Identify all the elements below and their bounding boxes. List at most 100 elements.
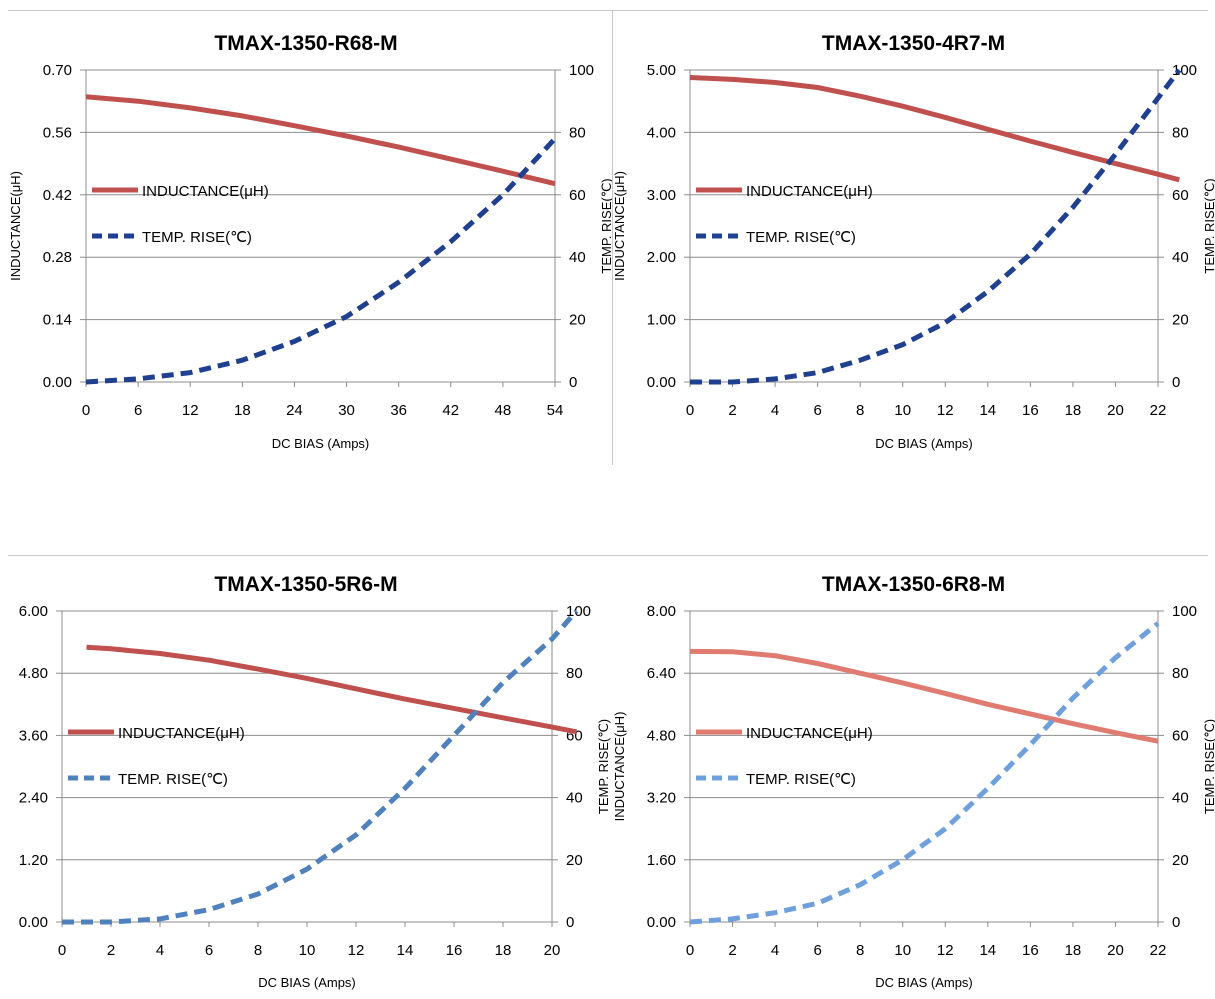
frame-line-mid — [8, 555, 1208, 556]
y-tick-label: 3.60 — [19, 727, 48, 744]
y2-tick-label: 0 — [566, 914, 574, 931]
legend-label: TEMP. RISE(℃) — [746, 229, 856, 246]
x-tick-label: 6 — [134, 402, 142, 419]
x-tick-label: 10 — [894, 402, 911, 419]
x-tick-label: 0 — [686, 402, 694, 419]
chart-panel-6r8: TMAX-1350-6R8-M 0.00 0 1.60 20 3.20 40 4.80 60 6.… — [612, 545, 1215, 999]
x-tick-label: 16 — [446, 942, 463, 959]
temp-rise-line — [85, 136, 557, 385]
x-tick-label: 4 — [771, 942, 779, 959]
y2-tick-label: 0 — [1172, 374, 1180, 391]
y2-tick-label: 40 — [566, 790, 583, 807]
y-tick-label: 0.00 — [647, 374, 676, 391]
y2-tick-label: 80 — [569, 124, 586, 141]
x-tick-label: 0 — [58, 942, 66, 959]
y2-tick-label: 100 — [566, 603, 591, 620]
y2-axis-label: TEMP. RISE(℃) — [599, 178, 612, 273]
y-tick-label: 4.80 — [647, 727, 676, 744]
y-tick-label: 1.20 — [19, 852, 48, 869]
x-tick-label: 18 — [1065, 942, 1082, 959]
y2-tick-label: 100 — [1172, 603, 1197, 620]
temp-rise-line — [690, 68, 1182, 385]
legend-label: INDUCTANCE(μH) — [746, 183, 873, 200]
y2-axis-label: TEMP. RISE(℃) — [1202, 719, 1215, 814]
x-tick-label: 8 — [856, 402, 864, 419]
y2-tick-label: 20 — [569, 312, 586, 329]
chart-title: TMAX-1350-6R8-M — [822, 573, 1005, 596]
x-tick-label: 2 — [107, 942, 115, 959]
y2-tick-label: 20 — [1172, 852, 1189, 869]
y-axis-label: INDUCTANCE(μH) — [8, 171, 23, 281]
y2-axis-label: TEMP. RISE(℃) — [1202, 178, 1215, 273]
legend-label: TEMP. RISE(℃) — [118, 771, 228, 788]
y-tick-label: 1.00 — [647, 312, 676, 329]
x-tick-label: 18 — [1065, 402, 1082, 419]
legend-label: INDUCTANCE(μH) — [746, 725, 873, 742]
x-tick-label: 4 — [771, 402, 779, 419]
chart-title: TMAX-1350-5R6-M — [214, 573, 397, 596]
x-tick-label: 0 — [82, 402, 90, 419]
x-tick-label: 14 — [979, 402, 996, 419]
y2-tick-label: 40 — [1172, 249, 1189, 266]
temp-rise-line — [689, 621, 1160, 925]
y-tick-label: 2.40 — [19, 790, 48, 807]
x-tick-label: 10 — [299, 942, 316, 959]
x-tick-label: 14 — [979, 942, 996, 959]
y-tick-label: 8.00 — [647, 603, 676, 620]
x-tick-label: 12 — [182, 402, 199, 419]
frame-line-top — [8, 10, 1208, 11]
x-axis-label: DC BIAS (Amps) — [258, 975, 356, 990]
y2-tick-label: 100 — [1172, 62, 1197, 79]
chart-title: TMAX-1350-4R7-M — [822, 32, 1005, 55]
y-tick-label: 5.00 — [647, 62, 676, 79]
y-tick-label: 4.00 — [647, 124, 676, 141]
chart-title: TMAX-1350-R68-M — [214, 32, 397, 55]
y-axis-label: INDUCTANCE(μH) — [612, 171, 627, 281]
y-tick-label: 0.28 — [43, 249, 72, 266]
y-tick-label: 0.00 — [19, 914, 48, 931]
legend-label: INDUCTANCE(μH) — [118, 725, 245, 742]
x-tick-label: 54 — [547, 402, 564, 419]
x-tick-label: 2 — [728, 402, 736, 419]
y-tick-label: 0.70 — [43, 62, 72, 79]
x-tick-label: 6 — [813, 402, 821, 419]
x-tick-label: 10 — [894, 942, 911, 959]
x-axis-label: DC BIAS (Amps) — [875, 975, 973, 990]
x-tick-label: 12 — [937, 942, 954, 959]
inductance-line — [689, 648, 1159, 744]
y2-tick-label: 0 — [1172, 914, 1180, 931]
y-tick-label: 0.56 — [43, 124, 72, 141]
y-tick-label: 0.42 — [43, 187, 72, 204]
x-tick-label: 48 — [495, 402, 512, 419]
y-tick-label: 3.20 — [647, 790, 676, 807]
x-tick-label: 12 — [348, 942, 365, 959]
y2-tick-label: 40 — [1172, 790, 1189, 807]
y2-axis-label: TEMP. RISE(℃) — [596, 719, 611, 814]
x-tick-label: 8 — [856, 942, 864, 959]
y-tick-label: 3.00 — [647, 187, 676, 204]
legend-label: TEMP. RISE(℃) — [746, 771, 856, 788]
legend-label: TEMP. RISE(℃) — [142, 229, 252, 246]
x-tick-label: 30 — [338, 402, 355, 419]
panel-divider — [612, 10, 613, 465]
x-tick-label: 6 — [205, 942, 213, 959]
y-tick-label: 4.80 — [19, 665, 48, 682]
x-tick-label: 24 — [286, 402, 303, 419]
x-tick-label: 16 — [1022, 942, 1039, 959]
y-tick-label: 2.00 — [647, 249, 676, 266]
y2-tick-label: 60 — [1172, 727, 1189, 744]
x-tick-label: 16 — [1022, 402, 1039, 419]
chart-svg-5r6: TMAX-1350-5R6-M 0.00 0 1.20 20 2.40 40 3.60 6 0 4.… — [19, 573, 611, 990]
x-tick-label: 20 — [1107, 942, 1124, 959]
x-tick-label: 18 — [495, 942, 512, 959]
legend-label: INDUCTANCE(μH) — [142, 183, 269, 200]
inductance-line — [85, 94, 556, 187]
temp-rise-line — [62, 609, 579, 925]
y-tick-label: 6.40 — [647, 665, 676, 682]
inductance-line — [689, 75, 1180, 183]
y-axis-label: INDUCTANCE(μH) — [612, 712, 627, 822]
y-tick-label: 0.00 — [43, 374, 72, 391]
x-tick-label: 12 — [937, 402, 954, 419]
x-tick-label: 2 — [728, 942, 736, 959]
y2-tick-label: 60 — [569, 187, 586, 204]
